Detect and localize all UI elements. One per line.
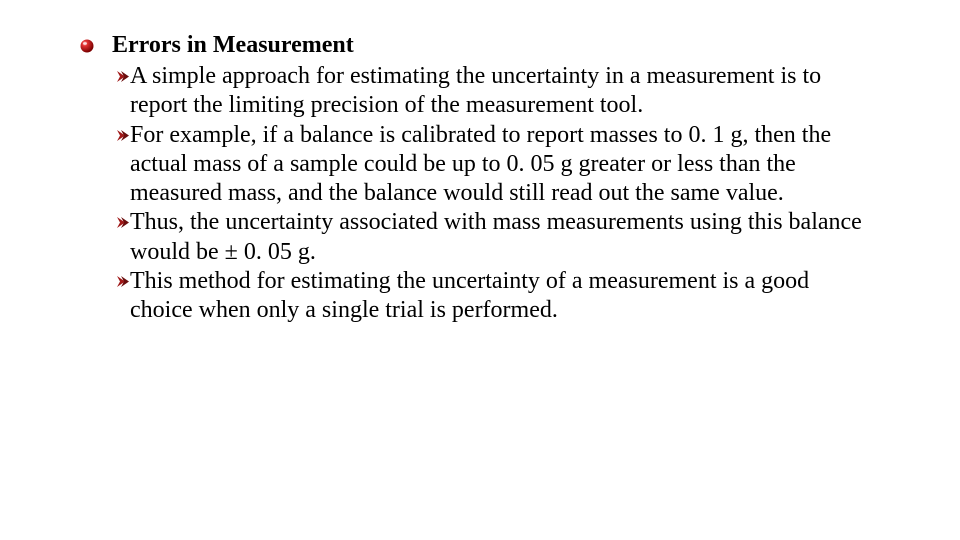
list-item: A simple approach for estimating the unc… bbox=[116, 62, 880, 121]
slide: Errors in Measurement A simple approach … bbox=[0, 0, 960, 540]
bullet-text: This method for estimating the uncertain… bbox=[130, 267, 870, 326]
title-row: Errors in Measurement bbox=[80, 30, 880, 60]
slide-title: Errors in Measurement bbox=[112, 30, 354, 60]
arrow-bullet-icon bbox=[116, 129, 130, 142]
list-item: For example, if a balance is calibrated … bbox=[116, 121, 880, 209]
list-item: Thus, the uncertainty associated with ma… bbox=[116, 208, 880, 267]
list-item: This method for estimating the uncertain… bbox=[116, 267, 880, 326]
bullet-text: For example, if a balance is calibrated … bbox=[130, 121, 870, 209]
bullet-text: Thus, the uncertainty associated with ma… bbox=[130, 208, 870, 267]
bullet-list: A simple approach for estimating the unc… bbox=[116, 62, 880, 325]
arrow-bullet-icon bbox=[116, 70, 130, 83]
bullet-text: A simple approach for estimating the unc… bbox=[130, 62, 870, 121]
arrow-bullet-icon bbox=[116, 216, 130, 229]
sphere-bullet-icon bbox=[80, 39, 94, 53]
arrow-bullet-icon bbox=[116, 275, 130, 288]
